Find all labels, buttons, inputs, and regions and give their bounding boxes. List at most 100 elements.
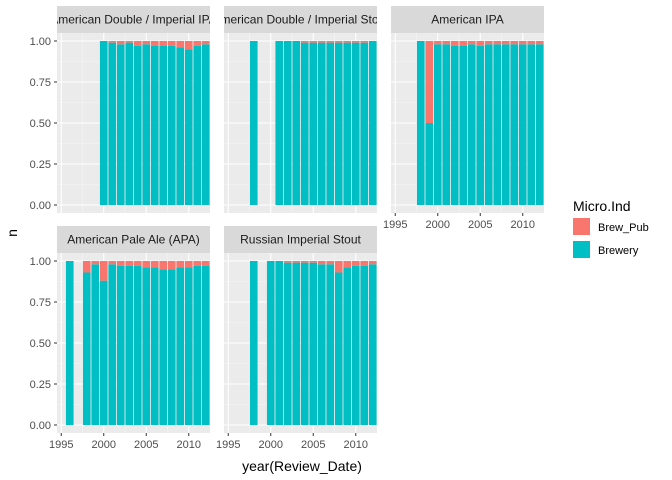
x-tick-label: 1995 <box>216 439 240 451</box>
bar-brew-pub-2009 <box>343 261 352 268</box>
bar-brew-pub-2002 <box>283 261 292 263</box>
bar-brewery-2010 <box>351 42 360 205</box>
bar-brew-pub-2011 <box>360 41 369 43</box>
bar-brew-pub-2005 <box>142 41 151 45</box>
bar-brew-pub-2006 <box>317 41 326 43</box>
bar-brewery-2006 <box>317 42 326 205</box>
bar-brew-pub-2005 <box>142 261 151 268</box>
bar-brew-pub-2011 <box>527 41 536 45</box>
bar-brew-pub-2007 <box>326 261 335 265</box>
bar-brewery-1998 <box>416 41 425 205</box>
bar-brewery-1999 <box>91 264 100 425</box>
bar-brew-pub-2006 <box>150 261 159 268</box>
x-tick-label: 2010 <box>344 439 368 451</box>
bar-brew-pub-2006 <box>317 261 326 265</box>
bar-brewery-2000 <box>266 261 275 425</box>
bar-brew-pub-2004 <box>467 41 476 45</box>
facet-strip <box>391 6 544 33</box>
bar-brewery-2008 <box>501 44 510 205</box>
bar-brewery-2011 <box>193 265 202 425</box>
bar-brewery-2001 <box>108 264 117 425</box>
bar-brewery-2002 <box>116 265 125 425</box>
x-tick-label: 2005 <box>301 439 325 451</box>
y-tick-label: 0.75 <box>30 77 51 89</box>
bar-brew-pub-2009 <box>343 41 352 43</box>
bar-brewery-2010 <box>351 265 360 425</box>
bar-brewery-2009 <box>343 267 352 425</box>
legend-label-brewery: Brewery <box>598 245 639 257</box>
bar-brewery-2007 <box>493 44 502 205</box>
bar-brewery-2006 <box>150 267 159 425</box>
bar-brewery-2004 <box>133 45 142 205</box>
bar-brewery-2003 <box>125 42 134 205</box>
bar-brewery-2010 <box>184 267 193 425</box>
bar-brewery-2011 <box>360 265 369 425</box>
bar-brew-pub-2003 <box>125 261 134 266</box>
y-tick-label: 0.00 <box>30 200 51 212</box>
bar-brew-pub-2008 <box>334 261 343 273</box>
bar-brew-pub-2010 <box>351 41 360 43</box>
bar-brew-pub-1998 <box>82 261 91 273</box>
bar-brew-pub-2011 <box>360 261 369 266</box>
bar-brewery-2008 <box>167 269 176 425</box>
x-tick-label: 1995 <box>49 439 73 451</box>
bar-brew-pub-2011 <box>193 261 202 266</box>
bar-brew-pub-2007 <box>326 41 335 43</box>
bar-brew-pub-2009 <box>510 41 519 45</box>
bar-brew-pub-2010 <box>184 41 193 50</box>
bar-brewery-2007 <box>326 264 335 425</box>
bar-brew-pub-2007 <box>159 41 168 46</box>
bar-brew-pub-2006 <box>150 41 159 46</box>
bar-brewery-2010 <box>518 44 527 205</box>
bar-brew-pub-2000 <box>99 261 108 281</box>
bar-brewery-2001 <box>275 41 284 205</box>
panel-russian-imperial-stout: Russian Imperial Stout <box>224 226 377 433</box>
facet-strip <box>57 6 210 33</box>
facet-title-american-pale-ale-apa: American Pale Ale (APA) <box>67 233 200 247</box>
bar-brewery-2008 <box>167 45 176 205</box>
bar-brew-pub-2010 <box>518 41 527 45</box>
bar-brew-pub-2007 <box>159 261 168 270</box>
x-axis-title: year(Review_Date) <box>242 458 362 474</box>
bar-brew-pub-2008 <box>167 41 176 46</box>
bar-brewery-2004 <box>133 265 142 425</box>
bar-brew-pub-2005 <box>309 261 318 263</box>
bar-brew-pub-2003 <box>459 41 468 46</box>
axes: 0.00 0.25 0.50 0.75 1.00 1995 2000 2005 2010 0.00… <box>30 36 535 451</box>
bar-brewery-2002 <box>283 262 292 425</box>
y-axis-title: n <box>4 229 20 237</box>
bar-brewery-2000 <box>99 41 108 205</box>
bar-brewery-2012 <box>201 265 210 425</box>
bar-brew-pub-1999 <box>91 261 100 265</box>
bar-brew-pub-2012 <box>368 261 377 265</box>
bar-brewery-2005 <box>142 44 151 205</box>
bar-brewery-2011 <box>360 42 369 205</box>
bar-brewery-2008 <box>334 42 343 205</box>
bar-brewery-2012 <box>368 264 377 425</box>
y-tick-label: 0.00 <box>30 420 51 432</box>
bar-brewery-2005 <box>309 42 318 205</box>
bar-brewery-2009 <box>510 44 519 205</box>
y-tick-label: 0.25 <box>30 159 51 171</box>
bar-brew-pub-2010 <box>184 261 193 268</box>
x-tick-label: 2000 <box>92 439 116 451</box>
facet-title-american-double-imperial-ipa: American Double / Imperial IPA <box>50 13 217 27</box>
bar-brew-pub-2001 <box>108 41 117 43</box>
bar-brewery-2006 <box>317 264 326 425</box>
facet-title-american-ipa: American IPA <box>431 13 503 27</box>
bar-brew-pub-2002 <box>116 261 125 266</box>
bar-brew-pub-2008 <box>334 41 343 43</box>
bar-brewery-2012 <box>535 44 544 205</box>
bar-brew-pub-2000 <box>433 41 442 45</box>
bar-brewery-2008 <box>334 272 343 425</box>
panel-american-ipa: American IPA <box>391 6 544 213</box>
bar-brewery-2007 <box>159 269 168 425</box>
facet-strip <box>224 6 377 33</box>
bar-brewery-2009 <box>176 267 185 425</box>
bar-brewery-2006 <box>484 44 493 205</box>
y-tick-label: 0.50 <box>30 118 51 130</box>
bar-brewery-1998 <box>249 261 258 425</box>
bar-brew-pub-1999 <box>425 41 434 123</box>
panel-american-double-imperial-stout: American Double / Imperial Stout <box>224 6 377 213</box>
bar-brewery-2002 <box>116 44 125 205</box>
